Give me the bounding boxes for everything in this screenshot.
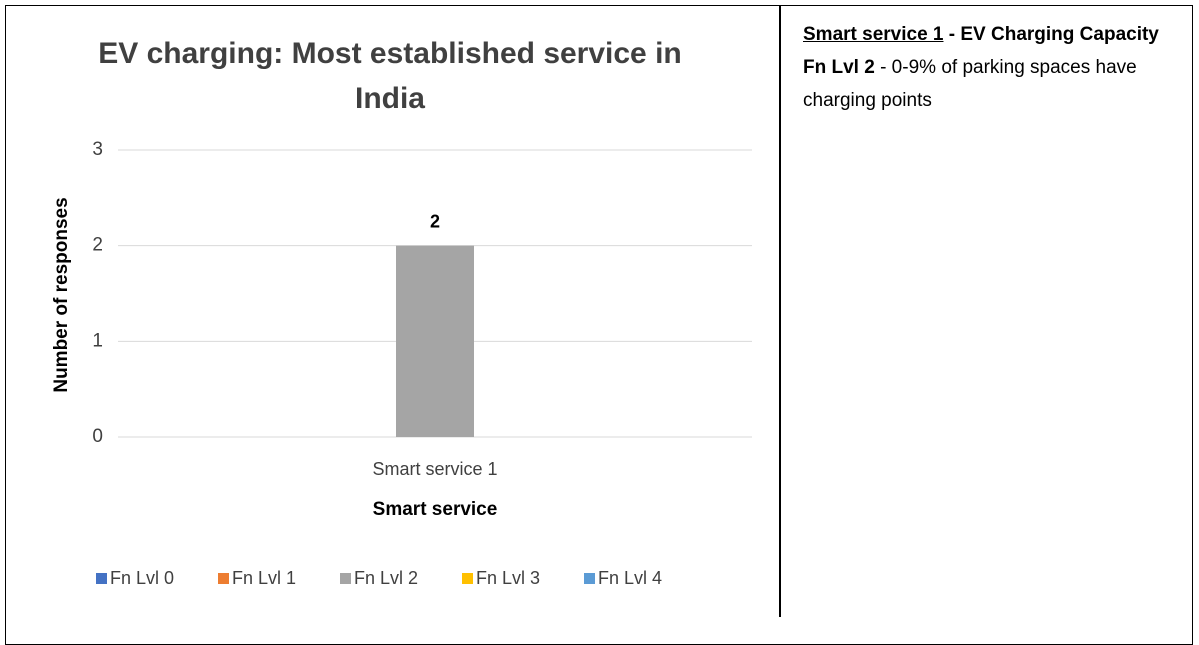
chart: EV charging: Most established service in… (51, 37, 752, 588)
y-tick-label: 3 (92, 139, 103, 160)
chart-title: EV charging: Most established service in… (98, 37, 682, 115)
data-label: 2 (430, 211, 440, 231)
note-heading-rest: - EV Charging Capacity (948, 24, 1159, 45)
cell-divider (779, 5, 781, 617)
y-tick-label: 0 (92, 426, 103, 447)
y-tick-label: 2 (92, 235, 103, 256)
title-line: India (355, 82, 425, 115)
legend-swatch (462, 573, 473, 584)
title-line: EV charging: Most established service in (98, 37, 682, 70)
note-heading-line: Smart service 1 - EV Charging Capacity (803, 18, 1173, 51)
y-tick-label: 1 (92, 330, 103, 351)
note-description: - 0-9% of parking spaces have charging p… (803, 57, 1137, 111)
note-heading: Smart service 1 (803, 24, 944, 45)
bar (396, 245, 474, 437)
legend-swatch (584, 573, 595, 584)
x-axis-title: Smart service (373, 499, 498, 520)
legend-label: Fn Lvl 2 (354, 568, 418, 588)
page: Smart service 1 - EV Charging Capacity F… (5, 5, 1193, 645)
note-level-line: Fn Lvl 2 - 0-9% of parking spaces have c… (803, 51, 1173, 117)
legend-label: Fn Lvl 4 (598, 568, 662, 588)
legend-label: Fn Lvl 3 (476, 568, 540, 588)
note-level: Fn Lvl 2 (803, 57, 875, 78)
side-note: Smart service 1 - EV Charging Capacity F… (803, 18, 1173, 117)
legend-label: Fn Lvl 0 (110, 568, 174, 588)
y-axis-title: Number of responses (51, 197, 72, 392)
x-tick-label: Smart service 1 (372, 459, 497, 479)
legend-label: Fn Lvl 1 (232, 568, 296, 588)
legend-swatch (96, 573, 107, 584)
legend-swatch (218, 573, 229, 584)
legend-swatch (340, 573, 351, 584)
